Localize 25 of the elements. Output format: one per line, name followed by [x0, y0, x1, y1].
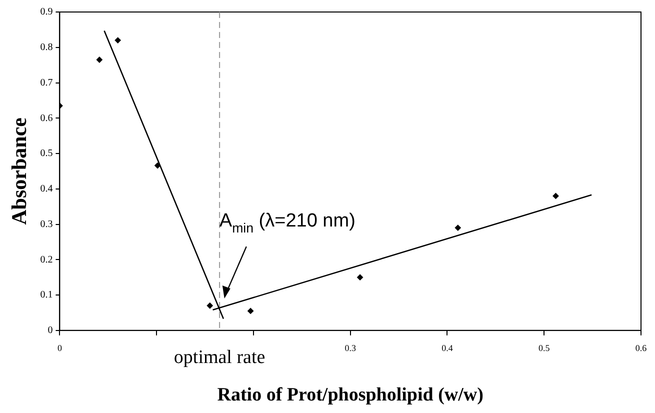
- ref-line-label: optimal rate: [174, 346, 266, 368]
- x-tick-label: 0.3: [344, 343, 356, 354]
- y-tick-label: 0.6: [40, 112, 53, 124]
- point: [154, 162, 161, 169]
- x-axis-title: Ratio of Prot/phospholipid (w/w): [217, 384, 484, 406]
- y-axis-title: Absorbance: [7, 118, 32, 225]
- x-tick-label: 0.4: [442, 343, 454, 354]
- y-tick-label: 0.9: [40, 6, 53, 18]
- y-tick-label: 0.7: [40, 77, 53, 88]
- point: [454, 224, 462, 232]
- point: [247, 308, 254, 314]
- y-tick-label: 0.5: [40, 148, 53, 160]
- point: [96, 56, 103, 63]
- x-tick-label: 0.5: [538, 343, 550, 354]
- y-tick-label: 0.1: [40, 290, 53, 301]
- y-tick-label: 0.4: [40, 184, 53, 195]
- point: [114, 37, 122, 44]
- y-tick-label: 0.3: [40, 218, 53, 230]
- y-tick-label: 0: [48, 325, 53, 336]
- x-tick-label: 0: [57, 343, 62, 354]
- point: [356, 274, 364, 281]
- point: [206, 302, 214, 309]
- y-tick-label: 0.2: [40, 254, 53, 266]
- x-tick-label: 0.6: [635, 343, 648, 354]
- y-tick-label: 0.8: [40, 42, 53, 54]
